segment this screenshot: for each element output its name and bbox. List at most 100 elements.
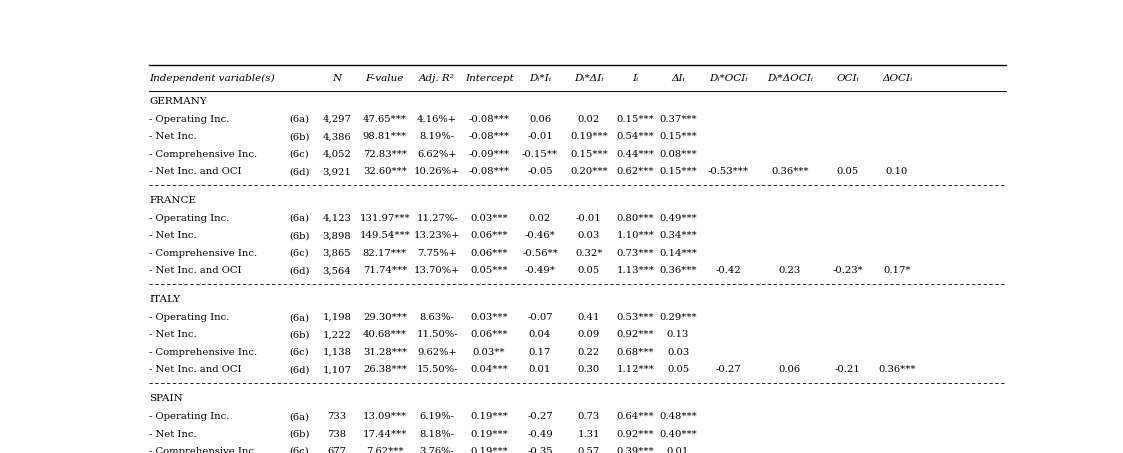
Text: 82.17***: 82.17*** [363,249,407,258]
Text: (6d): (6d) [289,167,309,176]
Text: 3,865: 3,865 [322,249,351,258]
Text: 0.02: 0.02 [529,214,551,223]
Text: 0.73: 0.73 [577,412,600,421]
Text: 0.19***: 0.19*** [471,447,508,453]
Text: (6a): (6a) [289,214,309,223]
Text: SPAIN: SPAIN [149,394,183,403]
Text: 31.28***: 31.28*** [363,348,407,357]
Text: 0.01: 0.01 [667,447,690,453]
Text: 1.13***: 1.13*** [617,266,655,275]
Text: 0.01: 0.01 [529,366,551,374]
Text: 0.19***: 0.19*** [471,412,508,421]
Text: ITALY: ITALY [149,295,180,304]
Text: Independent variable(s): Independent variable(s) [149,74,275,83]
Text: 3.76%-: 3.76%- [420,447,455,453]
Text: F-value: F-value [366,74,404,83]
Text: -0.53***: -0.53*** [707,167,749,176]
Text: 0.44***: 0.44*** [617,150,655,159]
Text: 0.17: 0.17 [529,348,551,357]
Text: 0.04***: 0.04*** [471,366,508,374]
Text: 0.29***: 0.29*** [659,313,697,322]
Text: 26.38***: 26.38*** [363,366,407,374]
Text: 0.05***: 0.05*** [471,266,508,275]
Text: - Net Inc.: - Net Inc. [149,231,197,241]
Text: (6d): (6d) [289,266,309,275]
Text: 0.03: 0.03 [577,231,600,241]
Text: 71.74***: 71.74*** [363,266,407,275]
Text: 0.34***: 0.34*** [659,231,697,241]
Text: 0.80***: 0.80*** [617,214,655,223]
Text: -0.56**: -0.56** [522,249,558,258]
Text: 0.62***: 0.62*** [617,167,655,176]
Text: 40.68***: 40.68*** [363,331,407,339]
Text: 0.09: 0.09 [577,331,600,339]
Text: 4,052: 4,052 [322,150,351,159]
Text: 1,222: 1,222 [322,331,351,339]
Text: 6.19%-: 6.19%- [420,412,455,421]
Text: (6b): (6b) [289,429,309,439]
Text: - Comprehensive Inc.: - Comprehensive Inc. [149,348,257,357]
Text: 11.50%-: 11.50%- [417,331,458,339]
Text: 0.03: 0.03 [667,348,690,357]
Text: 98.81***: 98.81*** [363,132,407,141]
Text: 0.05: 0.05 [837,167,859,176]
Text: 0.10: 0.10 [886,167,909,176]
Text: -0.42: -0.42 [715,266,741,275]
Text: 13.23%+: 13.23%+ [414,231,460,241]
Text: -0.49*: -0.49* [524,266,556,275]
Text: 0.36***: 0.36*** [659,266,696,275]
Text: -0.46*: -0.46* [524,231,556,241]
Text: - Comprehensive Inc.: - Comprehensive Inc. [149,447,257,453]
Text: 0.15***: 0.15*** [617,115,655,124]
Text: 0.32*: 0.32* [575,249,603,258]
Text: 0.06***: 0.06*** [471,331,508,339]
Text: 1.12***: 1.12*** [617,366,655,374]
Text: 32.60***: 32.60*** [363,167,407,176]
Text: -0.09***: -0.09*** [468,150,510,159]
Text: 1.31: 1.31 [577,429,600,439]
Text: 0.08***: 0.08*** [659,150,697,159]
Text: 0.15***: 0.15*** [570,150,608,159]
Text: - Net Inc. and OCI: - Net Inc. and OCI [149,366,241,374]
Text: 0.53***: 0.53*** [617,313,655,322]
Text: N: N [332,74,341,83]
Text: 0.06: 0.06 [779,366,801,374]
Text: 0.57: 0.57 [577,447,600,453]
Text: 0.02: 0.02 [577,115,600,124]
Text: (6c): (6c) [290,348,309,357]
Text: FRANCE: FRANCE [149,196,197,205]
Text: 13.70%+: 13.70%+ [414,266,460,275]
Text: 0.30: 0.30 [577,366,600,374]
Text: 4,386: 4,386 [322,132,351,141]
Text: 4,297: 4,297 [322,115,351,124]
Text: (6c): (6c) [290,447,309,453]
Text: 0.36***: 0.36*** [772,167,809,176]
Text: Iᵢ: Iᵢ [632,74,639,83]
Text: (6a): (6a) [289,115,309,124]
Text: (6c): (6c) [290,150,309,159]
Text: - Operating Inc.: - Operating Inc. [149,214,229,223]
Text: -0.15**: -0.15** [522,150,558,159]
Text: 3,921: 3,921 [322,167,351,176]
Text: 733: 733 [327,412,346,421]
Text: 0.54***: 0.54*** [617,132,655,141]
Text: (6c): (6c) [290,249,309,258]
Text: 0.17*: 0.17* [884,266,911,275]
Text: 0.23: 0.23 [778,266,801,275]
Text: -0.49: -0.49 [527,429,553,439]
Text: 0.73***: 0.73*** [617,249,655,258]
Text: - Operating Inc.: - Operating Inc. [149,115,229,124]
Text: 0.06: 0.06 [529,115,551,124]
Text: 9.62%+: 9.62%+ [418,348,457,357]
Text: -0.35: -0.35 [527,447,553,453]
Text: Dᵢ*ΔOCIᵢ: Dᵢ*ΔOCIᵢ [767,74,813,83]
Text: -0.08***: -0.08*** [468,115,510,124]
Text: -0.01: -0.01 [527,132,553,141]
Text: 0.92***: 0.92*** [617,331,655,339]
Text: 7.62***: 7.62*** [366,447,403,453]
Text: 0.15***: 0.15*** [659,132,697,141]
Text: 0.06***: 0.06*** [471,249,508,258]
Text: 0.14***: 0.14*** [659,249,697,258]
Text: 4.16%+: 4.16%+ [417,115,457,124]
Text: 15.50%-: 15.50%- [417,366,458,374]
